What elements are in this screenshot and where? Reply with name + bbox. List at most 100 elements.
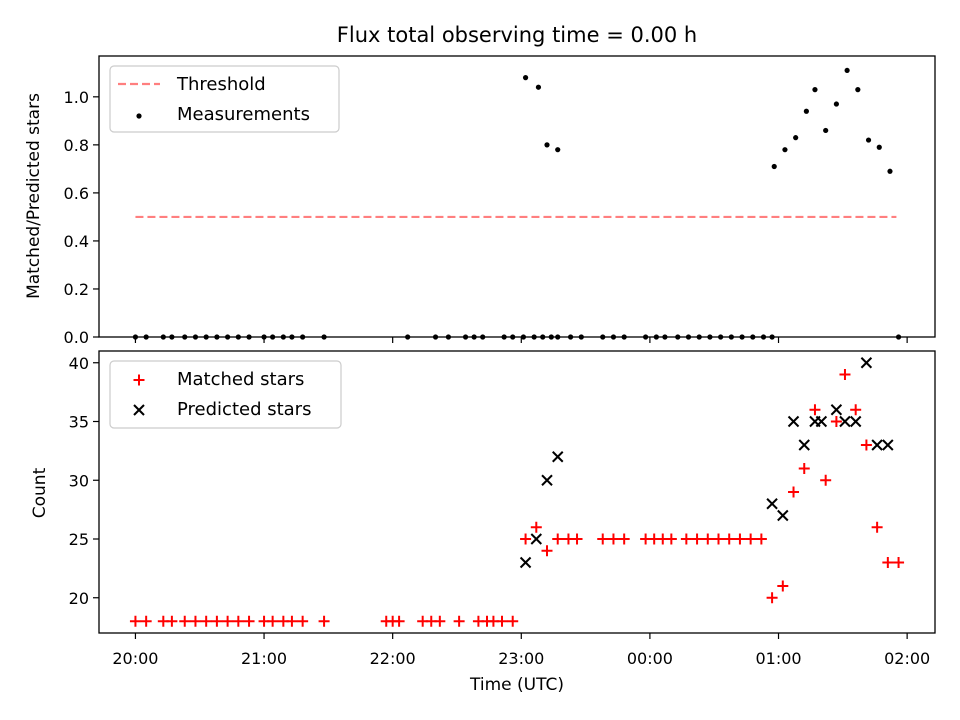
top-axes-frame [98, 55, 936, 338]
top-y-tick-label: 1.0 [64, 88, 89, 107]
measurement-point [803, 108, 809, 114]
predicted-star-point [519, 556, 532, 569]
matched-star-point [166, 615, 178, 627]
matched-star-point [893, 557, 905, 568]
measurement-point [555, 147, 561, 153]
top-y-tick-label: 0.6 [64, 184, 89, 203]
matched-star-point [712, 533, 724, 545]
matched-star-point [453, 615, 465, 627]
matched-star-point [723, 533, 735, 545]
star-count-panel: Count Time (UTC) 20 25 30 35 40 20:00 21:00 22:… [30, 350, 936, 695]
predicted-star-point [839, 415, 851, 428]
threshold-legend-label: Threshold [176, 74, 266, 95]
predicted-star-point [860, 357, 873, 369]
predicted-star-point [815, 415, 828, 428]
matched-star-point [571, 533, 583, 545]
bottom-y-tick-label: 25 [69, 530, 89, 549]
bottom-y-axis-label: Count [30, 467, 50, 518]
predicted-star-point [530, 533, 542, 545]
chart-title: Flux total observing time = 0.00 h [337, 23, 697, 47]
matched-star-point [830, 416, 842, 427]
x-axis-label: Time (UTC) [469, 675, 564, 695]
matched-star-point [434, 615, 446, 627]
predicted-star-point [541, 474, 553, 486]
predicted-star-point [849, 415, 862, 428]
matched-star-point [297, 615, 309, 627]
bottom-legend: Matched stars Predicted stars [109, 360, 342, 429]
bottom-plot-marks [129, 357, 905, 627]
matched-star-point [702, 533, 714, 545]
x-tick-label: 21:00 [241, 649, 287, 668]
top-axis-ticks: 0.0 0.2 0.4 0.6 0.8 1.0 [64, 88, 908, 347]
matched-star-point [243, 615, 255, 627]
matched-legend-swatch [133, 374, 145, 386]
predicted-star-point [882, 439, 894, 451]
top-y-tick-label: 0.0 [64, 328, 89, 347]
measurement-point [855, 87, 861, 93]
matched-star-point [140, 615, 152, 627]
matched-legend-label: Matched stars [177, 369, 304, 390]
predicted-legend-swatch [133, 404, 145, 416]
matched-star-point [860, 439, 872, 451]
matched-star-point [607, 533, 619, 545]
x-tick-label: 02:00 [884, 649, 930, 668]
measurement-point [844, 67, 850, 74]
predicted-star-point [766, 498, 778, 510]
matched-star-point [232, 615, 244, 627]
matched-star-point [179, 615, 191, 627]
measurement-point [812, 87, 818, 93]
top-legend: Threshold Measurements [109, 65, 340, 133]
matched-star-point [200, 615, 212, 627]
matched-star-point [665, 533, 677, 545]
matched-star-point [766, 592, 778, 604]
matched-star-point [552, 533, 564, 545]
top-legend-box [109, 65, 340, 133]
matched-star-point [222, 615, 234, 627]
x-tick-label: 01:00 [755, 649, 801, 668]
measurement-point [887, 168, 893, 174]
top-y-axis-label: Matched/Predicted stars [24, 93, 44, 299]
matched-star-point [871, 521, 883, 533]
bottom-y-tick-label: 20 [69, 589, 89, 608]
bottom-axis-ticks: 20 25 30 35 40 20:00 21:00 22:00 23:00 00:00 01:00… [69, 354, 931, 668]
measurement-point [833, 101, 839, 107]
matched-star-point [318, 615, 330, 627]
measurement-point [544, 142, 550, 148]
bottom-y-tick-label: 40 [69, 354, 89, 373]
measurement-point [865, 137, 872, 143]
flux-ratio-panel: Flux total observing time = 0.00 h Match… [24, 23, 936, 347]
matched-star-point [211, 615, 223, 627]
matched-star-point [882, 557, 894, 568]
matched-star-point [267, 615, 279, 627]
matched-star-point [809, 404, 821, 416]
x-tick-label: 23:00 [498, 649, 544, 668]
measurement-point [823, 127, 829, 134]
predicted-star-point [871, 439, 883, 451]
measurement-point [771, 163, 777, 170]
matched-star-point [530, 521, 542, 533]
measurements-legend-label: Measurements [177, 104, 310, 125]
measurement-point [522, 75, 529, 81]
top-y-tick-label: 0.2 [64, 280, 89, 299]
matched-star-point [755, 533, 767, 545]
matched-star-point [820, 474, 832, 486]
bottom-y-tick-label: 35 [69, 413, 89, 432]
measurement-point [535, 84, 542, 90]
matched-star-point [597, 533, 609, 545]
predicted-legend-label: Predicted stars [177, 399, 311, 420]
measurements-legend-swatch [136, 113, 142, 119]
bottom-legend-box [109, 360, 342, 429]
x-tick-label: 22:00 [370, 649, 416, 668]
x-tick-label: 20:00 [112, 649, 158, 668]
matched-star-point [496, 615, 508, 627]
predicted-star-point [798, 439, 810, 451]
matched-star-point [850, 404, 862, 416]
matched-star-point [734, 533, 746, 545]
matched-star-point [541, 545, 553, 557]
matched-star-point [777, 580, 789, 592]
matched-star-point [520, 533, 532, 545]
predicted-star-point [787, 415, 800, 428]
matched-star-point [798, 463, 810, 474]
predicted-star-point [552, 451, 564, 463]
